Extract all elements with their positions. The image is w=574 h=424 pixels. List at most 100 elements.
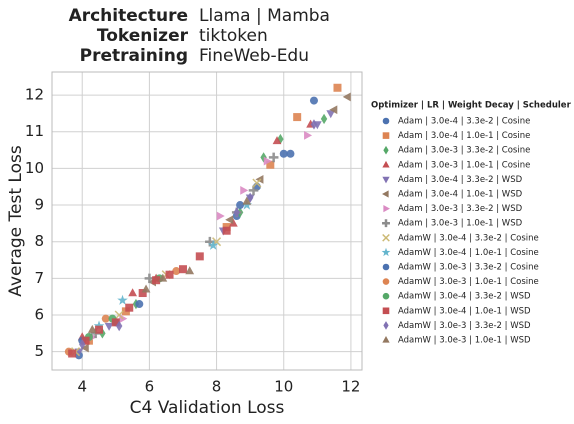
point	[309, 96, 318, 105]
point	[333, 83, 342, 92]
point	[255, 174, 264, 184]
legend-marker	[382, 190, 389, 198]
legend-label: AdamW | 3.0e-4 | 1.0e-1 | Cosine	[398, 248, 539, 258]
legend-label: Adam | 3.0e-3 | 1.0e-1 | WSD	[398, 219, 523, 229]
point	[101, 314, 110, 323]
point	[152, 276, 161, 285]
point	[158, 273, 168, 282]
point	[95, 325, 104, 334]
point	[68, 349, 77, 358]
point	[266, 160, 275, 169]
x-axis-label: C4 Validation Loss	[130, 398, 285, 418]
point	[117, 294, 128, 305]
point	[141, 284, 151, 293]
point	[286, 149, 295, 158]
x-tick-label: 10	[274, 378, 293, 396]
y-tick-label: 10	[25, 159, 44, 177]
legend-marker	[383, 321, 389, 330]
y-tick-label: 12	[25, 86, 44, 104]
point	[268, 152, 279, 163]
x-tick-label: 6	[145, 378, 155, 396]
legend-marker	[382, 132, 390, 139]
point	[125, 303, 134, 312]
legend-label: AdamW | 3.0e-3 | 1.0e-1 | Cosine	[398, 277, 539, 287]
header-key: Tokenizer	[97, 26, 189, 46]
point	[279, 149, 288, 158]
legend-marker	[382, 233, 390, 242]
legend-marker	[382, 160, 390, 168]
header-value: tiktoken	[199, 26, 268, 46]
legend-label: Adam | 3.0e-4 | 3.3e-2 | Cosine	[398, 117, 530, 127]
y-tick-label: 8	[34, 232, 44, 250]
point	[326, 110, 336, 119]
legend-label: Adam | 3.0e-3 | 1.0e-1 | Cosine	[398, 160, 530, 170]
legend-marker	[382, 278, 390, 285]
point	[178, 265, 187, 274]
point	[185, 266, 195, 275]
point	[111, 318, 120, 327]
header-key: Pretraining	[80, 46, 188, 66]
legend-marker	[381, 247, 391, 257]
point	[240, 185, 249, 195]
legend-marker	[382, 336, 390, 343]
legend-label: AdamW | 3.0e-4 | 3.3e-2 | Cosine	[398, 233, 539, 243]
point	[128, 288, 138, 297]
point	[263, 156, 272, 166]
point	[93, 320, 105, 331]
point	[236, 201, 245, 210]
header-key: Architecture	[69, 6, 188, 26]
legend-label: AdamW | 3.0e-4 | 3.3e-2 | WSD	[398, 292, 531, 302]
point	[222, 226, 231, 235]
point	[225, 215, 234, 225]
y-tick-label: 11	[25, 122, 44, 140]
point	[228, 218, 238, 227]
legend-marker	[382, 292, 390, 300]
point	[216, 211, 225, 221]
point	[135, 300, 144, 309]
legend-marker	[382, 117, 390, 125]
point	[207, 239, 219, 250]
header-value: FineWeb-Edu	[199, 46, 309, 66]
point	[342, 92, 351, 102]
point	[252, 178, 262, 188]
legend-marker	[383, 145, 389, 155]
header-value: Llama | Mamba	[199, 6, 330, 26]
x-tick-label: 12	[341, 378, 360, 396]
point	[272, 136, 282, 145]
point	[81, 336, 90, 345]
point	[242, 196, 252, 205]
point	[320, 113, 328, 125]
point	[310, 119, 318, 130]
legend-label: AdamW | 3.0e-3 | 1.0e-1 | WSD	[398, 336, 531, 346]
legend-label: AdamW | 3.0e-4 | 1.0e-1 | WSD	[398, 306, 531, 316]
point	[329, 105, 338, 115]
legend-marker	[382, 307, 390, 315]
point	[165, 270, 174, 279]
point	[104, 322, 114, 331]
legend-label: AdamW | 3.0e-3 | 3.3e-2 | Cosine	[398, 263, 539, 273]
point	[115, 320, 123, 332]
y-tick-label: 5	[34, 342, 44, 360]
point	[195, 252, 204, 261]
legend-marker	[383, 204, 390, 213]
x-tick-label: 8	[212, 378, 222, 396]
y-tick-label: 9	[34, 196, 44, 214]
y-tick-label: 7	[34, 269, 44, 287]
point	[80, 343, 89, 353]
y-tick-label: 6	[34, 306, 44, 324]
y-axis-label: Average Test Loss	[6, 145, 26, 297]
point	[114, 310, 124, 320]
legend-label: AdamW | 3.0e-3 | 3.3e-2 | WSD	[398, 321, 531, 331]
point	[293, 113, 302, 122]
legend-label: Adam | 3.0e-4 | 1.0e-1 | Cosine	[398, 131, 530, 141]
legend-marker	[382, 176, 390, 184]
legend-marker	[382, 219, 390, 228]
x-tick-label: 4	[77, 378, 87, 396]
legend-label: Adam | 3.0e-3 | 3.3e-2 | WSD	[398, 204, 523, 214]
legend-label: Adam | 3.0e-3 | 3.3e-2 | Cosine	[398, 146, 530, 156]
legend-title: Optimizer | LR | Weight Decay | Schedule…	[371, 101, 572, 111]
point	[79, 339, 86, 350]
legend-marker	[382, 263, 390, 271]
point	[87, 324, 97, 333]
point	[138, 289, 147, 298]
